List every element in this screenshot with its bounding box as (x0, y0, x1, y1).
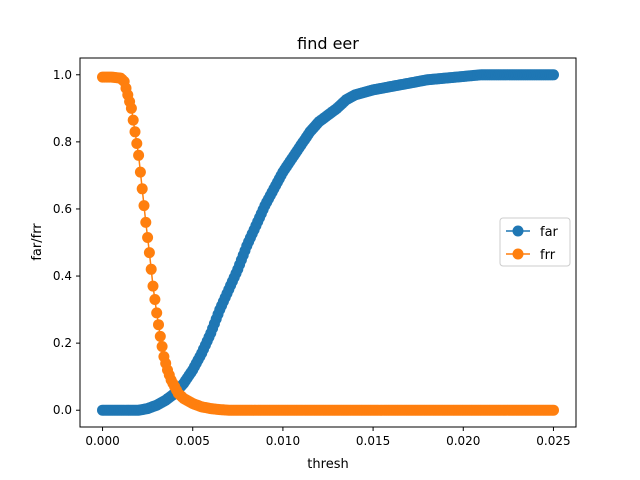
x-axis-label: thresh (307, 457, 348, 472)
y-tick-label: 0.4 (53, 269, 72, 283)
data-point-frr (145, 263, 157, 275)
y-tick-label: 0.6 (53, 202, 72, 216)
chart-title: find eer (297, 34, 359, 53)
data-point-frr (129, 126, 141, 138)
data-point-frr (156, 341, 168, 352)
plot-layer (97, 69, 559, 416)
data-point-frr (143, 247, 155, 259)
y-axis-label: far/frr (30, 223, 45, 261)
data-point-frr (142, 232, 154, 243)
x-tick-label: 0.005 (176, 434, 210, 448)
legend-frr-label: frr (540, 248, 556, 263)
data-point-frr (133, 149, 145, 161)
data-point-frr (127, 114, 139, 126)
data-point-frr (140, 216, 152, 228)
data-point-frr (136, 183, 148, 195)
data-point-frr (151, 307, 163, 319)
data-point-frr (548, 404, 559, 416)
y-tick-label: 0.2 (53, 336, 72, 350)
data-point-frr (147, 280, 159, 292)
series-frr (97, 71, 559, 416)
y-tick-label: 0.8 (53, 135, 72, 149)
data-point-frr (138, 200, 150, 212)
ticks-layer: 0.000 0.005 0.010 0.015 0.020 0.025 0.0 0.2 0.4 0… (53, 68, 571, 448)
legend-frr-marker (512, 248, 524, 260)
x-tick-label: 0.020 (446, 434, 480, 448)
data-point-frr (149, 294, 161, 305)
data-point-frr (131, 138, 143, 149)
x-tick-label: 0.025 (536, 434, 570, 448)
data-point-frr (153, 319, 164, 331)
data-point-frr (125, 102, 137, 114)
y-tick-label: 1.0 (53, 68, 72, 82)
legend: far frr (499, 217, 571, 267)
data-point-far (548, 69, 559, 81)
data-point-frr (134, 166, 146, 178)
series-far (97, 69, 559, 416)
data-point-frr (154, 330, 166, 342)
axes-frame (79, 57, 577, 428)
legend-box (499, 217, 571, 267)
x-tick-label: 0.000 (85, 434, 119, 448)
legend-far-marker (512, 225, 524, 237)
legend-far-label: far (540, 225, 559, 240)
x-tick-label: 0.010 (266, 434, 300, 448)
x-tick-label: 0.015 (356, 434, 390, 448)
y-tick-label: 0.0 (53, 403, 72, 417)
